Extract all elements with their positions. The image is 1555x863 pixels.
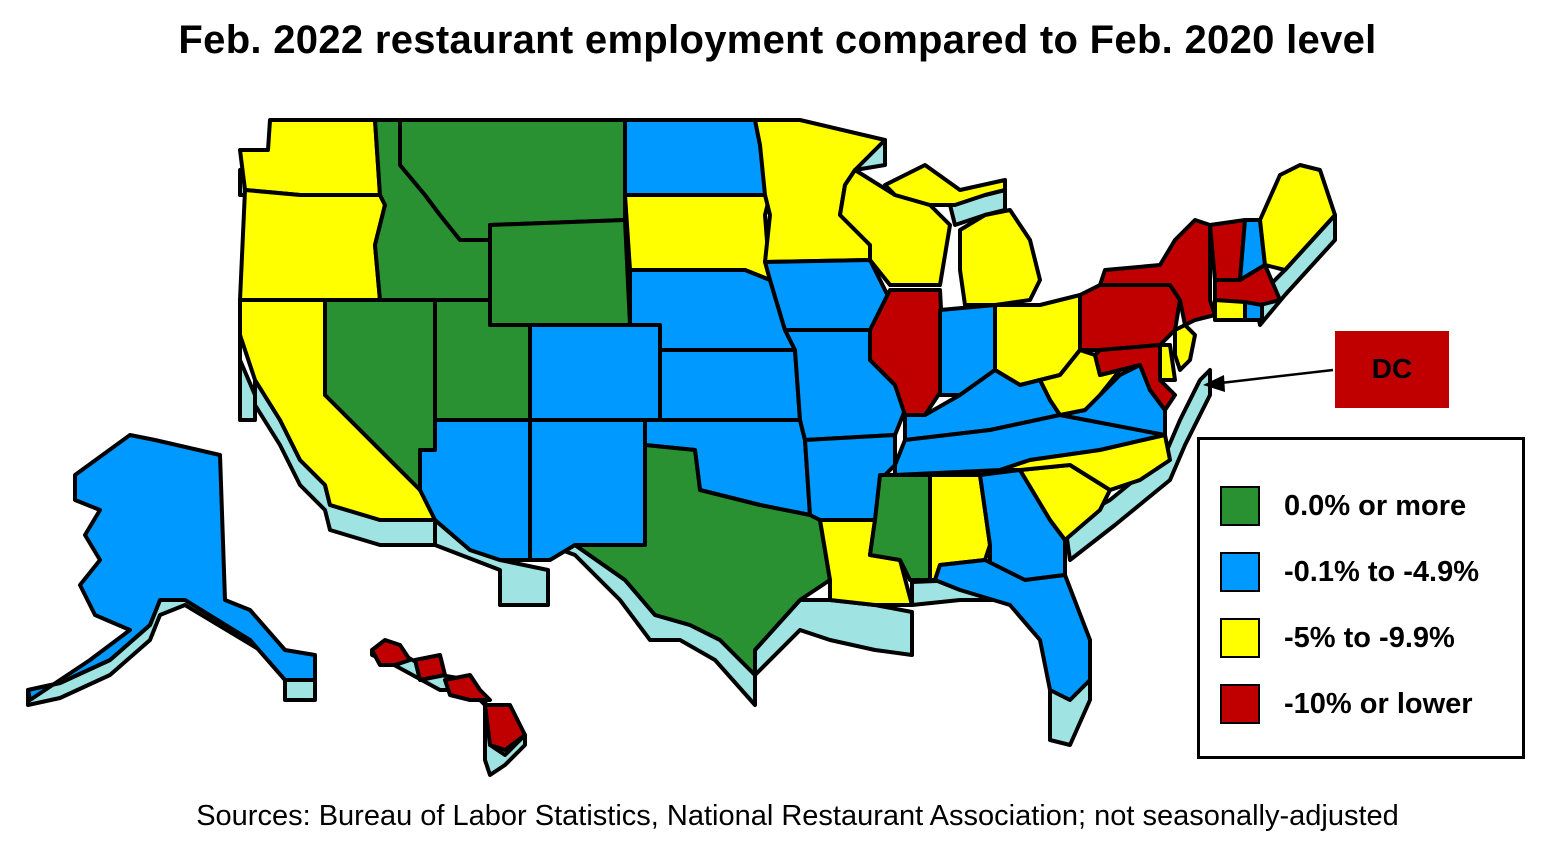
state-de[interactable]: [1158, 343, 1177, 382]
legend: 0.0% or more -0.1% to -4.9% -5% to -9.9%…: [1197, 437, 1525, 759]
legend-label: -0.1% to -4.9%: [1284, 556, 1479, 588]
legend-label: 0.0% or more: [1284, 490, 1467, 522]
state-sd[interactable]: [623, 193, 772, 282]
source-note: Sources: Bureau of Labor Statistics, Nat…: [196, 800, 1399, 832]
state-mi-up[interactable]: [883, 163, 1007, 207]
dc-label: DC: [1371, 353, 1413, 384]
state-wy[interactable]: [488, 218, 632, 327]
legend-swatch-red: [1220, 684, 1260, 724]
state-hi-2[interactable]: [413, 653, 447, 682]
state-tx[interactable]: [573, 443, 832, 677]
dc-arrow: [1203, 368, 1334, 392]
chart-title: Feb. 2022 restaurant employment compared…: [178, 18, 1377, 62]
state-mi[interactable]: [958, 208, 1042, 307]
legend-item-yellow: -5% to -9.9%: [1220, 618, 1520, 662]
state-hi-3[interactable]: [443, 673, 492, 702]
legend-label: -5% to -9.9%: [1284, 622, 1455, 654]
legend-item-red: -10% or lower: [1220, 684, 1520, 728]
legend-swatch-green: [1220, 486, 1260, 526]
legend-label: -10% or lower: [1284, 688, 1473, 720]
state-ks[interactable]: [643, 348, 802, 422]
legend-item-green: 0.0% or more: [1220, 486, 1520, 530]
legend-item-blue: -0.1% to -4.9%: [1220, 552, 1520, 596]
state-hi-1[interactable]: [370, 638, 412, 667]
state-hi-4[interactable]: [483, 703, 527, 752]
state-fl[interactable]: [933, 558, 1092, 702]
state-nj[interactable]: [1173, 323, 1197, 372]
dc-callout: DC: [1335, 331, 1449, 408]
state-pa[interactable]: [1078, 283, 1182, 352]
state-nd[interactable]: [623, 118, 772, 197]
state-ri[interactable]: [1243, 300, 1264, 322]
state-wi[interactable]: [838, 168, 952, 287]
state-ny[interactable]: [1098, 218, 1217, 327]
state-wa[interactable]: [238, 118, 382, 197]
state-ct[interactable]: [1213, 298, 1247, 322]
state-nc[interactable]: [998, 433, 1172, 492]
legend-swatch-blue: [1220, 552, 1260, 592]
states-layer: [26, 118, 1337, 752]
state-me[interactable]: [1258, 163, 1337, 272]
state-co[interactable]: [528, 323, 662, 422]
legend-swatch-yellow: [1220, 618, 1260, 658]
state-nm[interactable]: [528, 418, 647, 562]
state-or[interactable]: [238, 188, 387, 302]
state-ia[interactable]: [763, 258, 892, 332]
state-ak[interactable]: [26, 433, 317, 702]
